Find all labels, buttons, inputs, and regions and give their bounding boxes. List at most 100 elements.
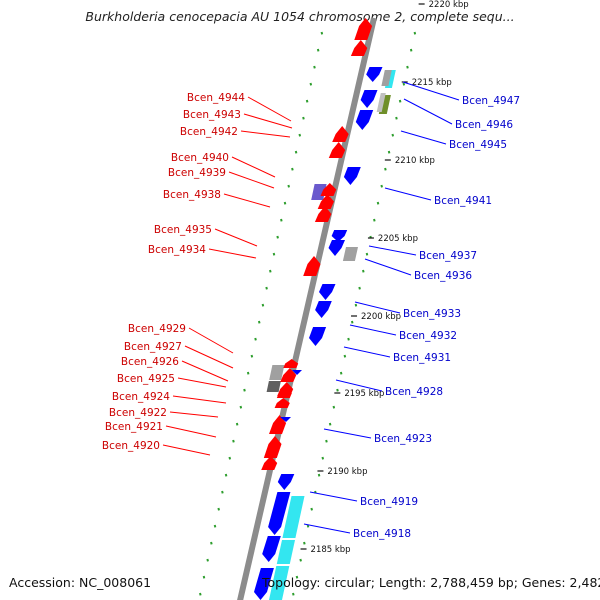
topology-summary: Topology: circular; Length: 2,788,459 bp… [262,575,600,590]
forward-gene-label: Bcen_4939 [168,167,226,179]
reverse-leader-line [384,187,432,201]
kbp-tick-label: 2205 kbp [378,234,418,244]
forward-gene [263,436,282,458]
left-dot-track [320,31,324,35]
forward-leader-line [208,248,257,259]
forward-leader-line [172,395,227,404]
right-dot-track [402,82,406,86]
forward-gene-label: Bcen_4934 [148,244,206,256]
left-dot-track [243,388,246,392]
right-dot-track [354,303,358,307]
forward-gene [314,206,332,222]
forward-leader-line [169,411,219,418]
left-dot-track [246,371,250,375]
right-dot-track [362,269,365,273]
map-title: Burkholderia cenocepacia AU 1054 chromos… [85,9,515,24]
kbp-tick-label: 2195 kbp [344,389,384,399]
gray-feature [266,381,281,392]
reverse-leader-line [323,428,372,439]
forward-gene-label: Bcen_4929 [128,323,186,335]
accession-text: Accession: NC_008061 [9,575,152,590]
reverse-leader-line [403,98,453,125]
left-dot-track [239,405,243,409]
forward-gene [261,456,278,470]
gray-feature [376,93,386,112]
reverse-gene-label: Bcen_4932 [399,330,457,342]
left-dot-track [305,99,309,103]
reverse-gene-label: Bcen_4936 [414,270,472,282]
right-dot-track [339,371,343,375]
forward-gene-label: Bcen_4922 [109,407,167,419]
left-dot-track [210,541,213,545]
forward-gene [283,359,299,368]
reverse-gene-label: Bcen_4947 [462,95,520,107]
forward-gene-label: Bcen_4944 [187,92,245,104]
reverse-gene [254,568,274,600]
reverse-leader-line [343,346,391,358]
left-dot-track [261,303,265,307]
left-dot-track [265,286,268,290]
forward-gene [274,398,290,408]
reverse-gene-label: Bcen_4923 [374,433,432,445]
kbp-tick-label: 2190 kbp [327,467,367,477]
left-dot-track [298,133,302,137]
left-dot-track [269,269,272,273]
right-dot-track [343,354,347,358]
forward-leader-line [228,171,275,189]
right-dot-track [395,116,398,120]
forward-gene-label: Bcen_4935 [154,224,212,236]
right-dot-track [325,439,328,443]
left-dot-track [283,201,287,205]
reverse-gene-label: Bcen_4937 [419,250,477,262]
forward-gene-label: Bcen_4938 [163,189,221,201]
right-dot-track [409,48,413,52]
right-dot-track [299,558,302,562]
gray-feature [381,70,392,86]
left-dot-track [254,337,257,341]
forward-leader-line [181,360,229,382]
left-dot-track [276,235,279,239]
reverse-gene-label: Bcen_4931 [393,352,451,364]
forward-gene [328,142,346,158]
forward-gene [269,415,287,434]
forward-gene [317,194,334,209]
forward-leader-line [165,425,217,438]
left-dot-track [213,524,217,528]
reverse-gene [360,90,378,108]
right-dot-track [398,99,402,103]
reverse-gene [309,327,327,346]
cyan-feature [282,496,305,538]
cyan-feature [269,566,290,600]
reverse-gene-label: Bcen_4941 [434,195,492,207]
reverse-gene-label: Bcen_4933 [403,308,461,320]
left-dot-track [206,558,209,562]
forward-gene [280,368,297,382]
reverse-gene-small [292,370,302,375]
reverse-gene [328,240,345,256]
left-dot-track [217,507,220,511]
gray-feature [342,247,358,261]
left-dot-track [221,490,224,494]
kbp-tick-label: 2220 kbp [429,0,469,10]
reverse-gene-label: Bcen_4919 [360,496,418,508]
left-dot-track [257,320,261,324]
reverse-leader-line [368,245,417,256]
right-dot-track [306,524,310,528]
reverse-gene [277,474,295,490]
right-dot-track [295,575,299,579]
left-dot-track [199,592,202,596]
left-dot-track [309,82,313,86]
reverse-gene [262,536,281,562]
reverse-gene-label: Bcen_4946 [455,119,513,131]
reverse-leader-line [400,130,447,145]
forward-leader-line [223,193,271,208]
right-dot-track [376,201,380,205]
reverse-gene [355,110,374,130]
forward-gene [320,183,337,196]
left-dot-track [280,218,283,222]
forward-gene-label: Bcen_4927 [124,341,182,353]
forward-leader-line [231,156,276,178]
reverse-leader-line [309,491,358,502]
reverse-gene-label: Bcen_4918 [353,528,411,540]
